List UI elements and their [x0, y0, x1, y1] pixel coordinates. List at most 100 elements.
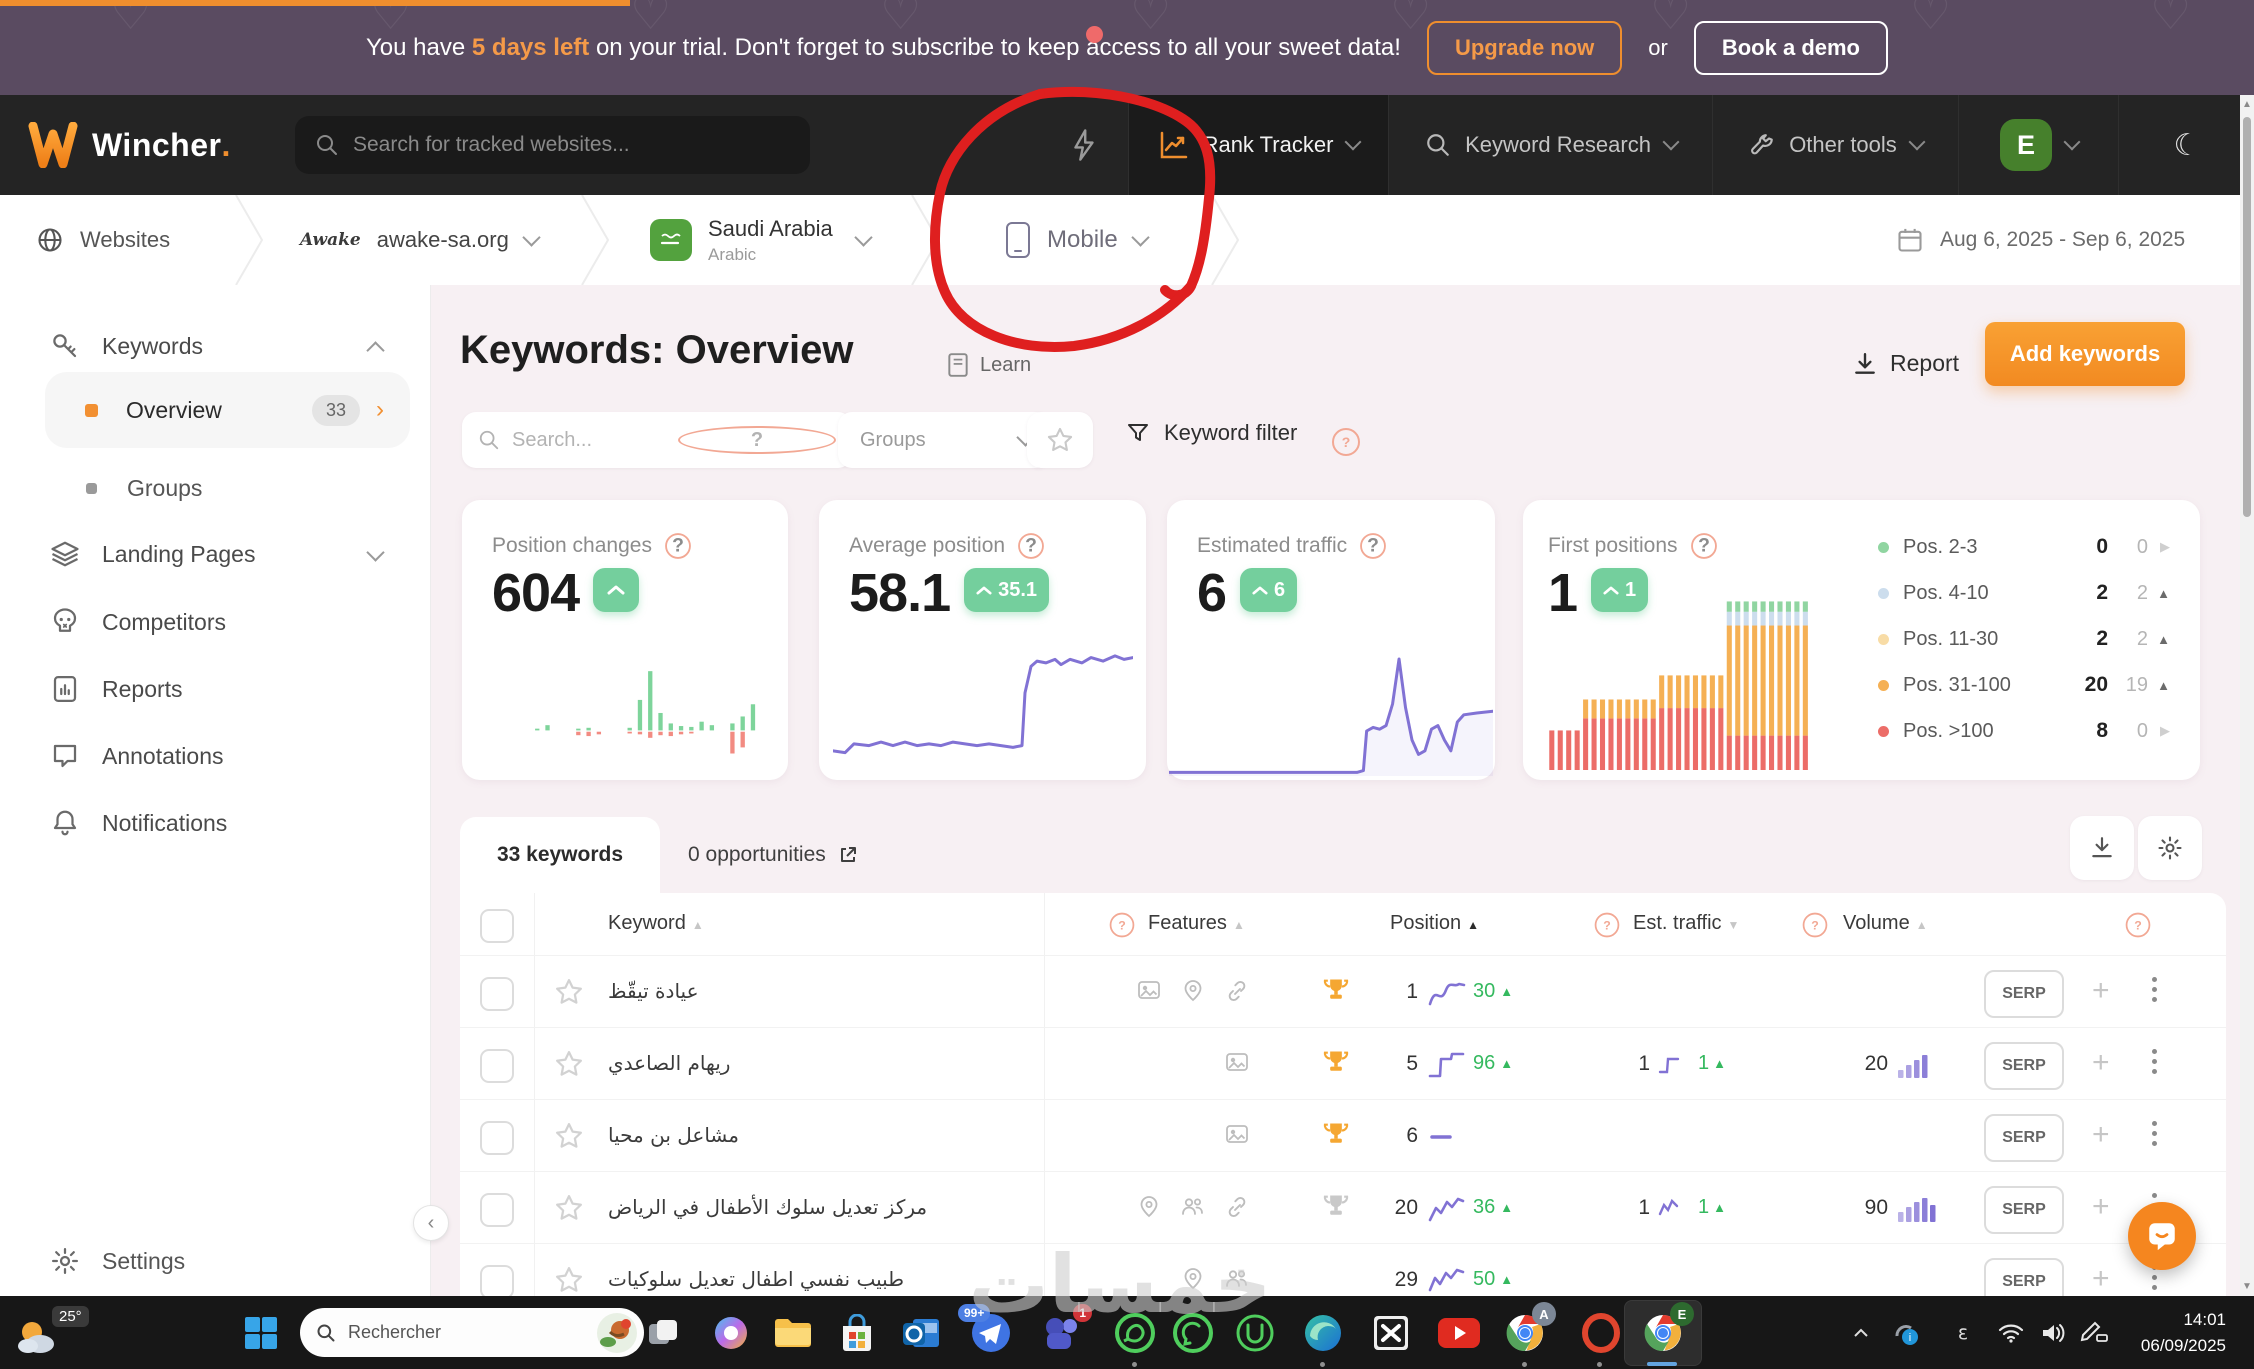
sidebar-item-landing-pages[interactable]: Landing Pages [0, 528, 430, 580]
telegram-icon[interactable]: 99+ [958, 1304, 1014, 1356]
add-note-button[interactable]: + [2092, 1046, 2110, 1079]
row-checkbox[interactable] [480, 977, 514, 1011]
add-note-button[interactable]: + [2092, 1118, 2110, 1151]
file-explorer-icon[interactable] [770, 1310, 816, 1356]
chrome-profile-e-icon[interactable]: E [1640, 1302, 1694, 1356]
favorites-filter-button[interactable] [1027, 412, 1093, 468]
row-menu-button[interactable] [2152, 1044, 2157, 1079]
tracked-websites-search[interactable]: Search for tracked websites... [295, 116, 810, 174]
keyword-text[interactable]: مشاعل بن محيا [608, 1123, 739, 1147]
row-menu-button[interactable] [2152, 1116, 2157, 1151]
dark-mode-toggle[interactable]: ☾ [2118, 95, 2254, 195]
tray-expand-icon[interactable] [1846, 1310, 1876, 1356]
nav-other-tools[interactable]: Other tools [1712, 95, 1959, 195]
keyword-text[interactable]: عيادة تيقّظ [608, 979, 699, 1003]
crumb-websites[interactable]: Websites [36, 195, 170, 285]
keyword-filter-button[interactable]: Keyword filter [1126, 420, 1297, 446]
microsoft-store-icon[interactable] [834, 1310, 880, 1356]
whatsapp-icon[interactable] [1112, 1310, 1158, 1367]
crumb-location[interactable]: Saudi Arabia Arabic [650, 195, 873, 285]
col-volume[interactable]: Volume ▲ [1843, 912, 1928, 934]
help-icon[interactable]: ? [678, 426, 836, 454]
help-icon[interactable]: ? [1332, 428, 1360, 456]
opera-icon[interactable] [1578, 1310, 1624, 1367]
edge-icon[interactable] [1300, 1310, 1346, 1367]
report-button[interactable]: Report [1852, 350, 1959, 377]
serp-button[interactable]: SERP [1984, 1114, 2064, 1162]
star-icon[interactable] [554, 977, 584, 1007]
row-checkbox[interactable] [480, 1265, 514, 1296]
col-keyword[interactable]: Keyword ▲ [608, 912, 704, 934]
sidebar-item-keywords[interactable]: Keywords [0, 320, 430, 372]
serp-button[interactable]: SERP [1984, 1258, 2064, 1296]
row-checkbox[interactable] [480, 1193, 514, 1227]
crumb-device[interactable]: Mobile [1005, 195, 1150, 285]
star-icon[interactable] [554, 1265, 584, 1295]
add-keywords-button[interactable]: Add keywords [1985, 322, 2185, 386]
serp-button[interactable]: SERP [1984, 1042, 2064, 1090]
volume-icon[interactable] [2036, 1310, 2070, 1356]
help-icon[interactable]: ? [1360, 533, 1387, 559]
scrollbar-thumb[interactable] [2243, 117, 2251, 517]
taskbar-clock[interactable]: 14:01 06/09/2025 [2141, 1307, 2226, 1358]
page-scrollbar[interactable]: ▲ ▼ [2240, 95, 2254, 1296]
help-icon[interactable]: ? [1802, 912, 1828, 938]
nav-keyword-research[interactable]: Keyword Research [1388, 95, 1713, 195]
sidebar-item-competitors[interactable]: Competitors [0, 596, 430, 648]
account-menu[interactable]: E [1958, 95, 2119, 195]
learn-link[interactable]: Learn [946, 352, 1031, 378]
keyword-text[interactable]: مركز تعديل سلوك الأطفال في الرياض [608, 1195, 928, 1219]
chat-widget-button[interactable] [2128, 1202, 2196, 1270]
star-icon[interactable] [554, 1193, 584, 1223]
col-features[interactable]: Features ▲ [1148, 912, 1245, 934]
youtube-icon[interactable] [1436, 1310, 1482, 1356]
keyword-search-input[interactable]: Search... ? [462, 412, 852, 468]
tab-keywords[interactable]: 33 keywords [460, 817, 660, 893]
start-button[interactable] [238, 1310, 284, 1356]
sidebar-item-overview[interactable]: Overview 33 › [45, 372, 410, 448]
row-menu-button[interactable] [2152, 972, 2157, 1007]
nav-rank-tracker[interactable]: Rank Tracker [1128, 95, 1389, 195]
row-checkbox[interactable] [480, 1121, 514, 1155]
wifi-icon[interactable] [1994, 1310, 2028, 1356]
select-all-checkbox[interactable] [480, 909, 514, 943]
serp-button[interactable]: SERP [1984, 1186, 2064, 1234]
quick-actions-button[interactable] [1040, 95, 1128, 195]
sidebar-item-groups[interactable]: Groups [0, 462, 430, 514]
battery-pen-icon[interactable] [2076, 1310, 2112, 1356]
keyword-text[interactable]: ريهام الصاعدي [608, 1051, 731, 1075]
wincher-logo[interactable]: Wincher. [28, 95, 230, 195]
table-download-button[interactable] [2070, 816, 2134, 880]
sidebar-item-notifications[interactable]: Notifications [0, 797, 430, 849]
add-note-button[interactable]: + [2092, 1190, 2110, 1223]
help-icon[interactable]: ? [1109, 912, 1135, 938]
book-demo-button[interactable]: Book a demo [1693, 20, 1888, 75]
sidebar-item-reports[interactable]: Reports [0, 663, 430, 715]
help-icon[interactable]: ? [1690, 533, 1717, 559]
row-checkbox[interactable] [480, 1049, 514, 1083]
tab-opportunities[interactable]: 0 opportunities [688, 817, 858, 893]
whatsapp-business-icon[interactable] [1170, 1310, 1216, 1356]
media-player-x-icon[interactable] [1368, 1310, 1414, 1356]
add-note-button[interactable]: + [2092, 974, 2110, 1007]
upgrade-now-button[interactable]: Upgrade now [1426, 20, 1623, 75]
crumb-website[interactable]: Awake awake-sa.org [300, 195, 541, 285]
copilot-icon[interactable] [708, 1310, 754, 1356]
help-icon[interactable]: ? [1594, 912, 1620, 938]
tray-language-indicator[interactable]: ε [1957, 1322, 1969, 1344]
table-settings-button[interactable] [2138, 816, 2202, 880]
task-view-icon[interactable] [640, 1310, 686, 1356]
weather-widget[interactable]: 25° [14, 1306, 94, 1360]
sidebar-item-settings[interactable]: Settings [0, 1235, 430, 1287]
star-icon[interactable] [554, 1049, 584, 1079]
taskbar-search[interactable]: Rechercher [300, 1308, 644, 1357]
utorrent-icon[interactable] [1232, 1310, 1278, 1356]
teams-icon[interactable]: 1 [1040, 1304, 1092, 1356]
star-icon[interactable] [554, 1121, 584, 1151]
keyword-text[interactable]: طبيب نفسي اطفال تعديل سلوكيات [608, 1267, 905, 1291]
help-icon[interactable]: ? [665, 533, 691, 559]
col-est-traffic[interactable]: Est. traffic ▼ [1633, 912, 1740, 934]
sidebar-item-annotations[interactable]: Annotations [0, 730, 430, 782]
tray-accessibility-icon[interactable]: i [1888, 1310, 1924, 1356]
help-icon[interactable]: ? [2125, 912, 2151, 938]
